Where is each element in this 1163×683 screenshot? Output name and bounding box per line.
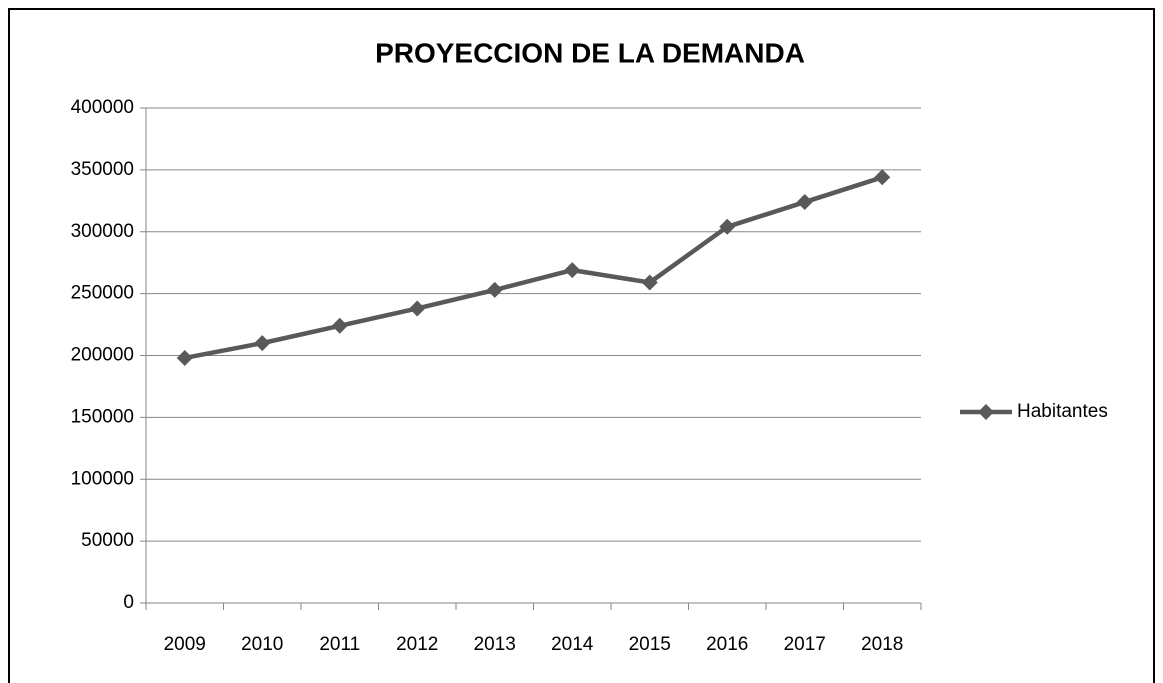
marker [564,262,581,279]
x-tick-label: 2017 [784,634,826,655]
y-tick-label: 50000 [81,530,134,551]
legend-label: Habitantes [1017,401,1108,422]
y-tick-label: 200000 [71,345,134,366]
x-tick-label: 2018 [861,634,903,655]
marker [176,349,193,366]
x-tick-label: 2014 [551,634,594,655]
marker [486,281,503,298]
y-tick-label: 300000 [71,221,134,242]
marker [331,317,348,334]
y-tick-label: 350000 [71,159,134,180]
x-tick-label: 2011 [319,634,360,655]
marker [254,335,271,352]
y-tick-label: 150000 [71,406,134,427]
x-tick-label: 2013 [474,634,516,655]
x-tick-label: 2015 [629,634,671,655]
x-tick-label: 2010 [241,634,283,655]
marker [409,300,426,317]
y-tick-label: 100000 [71,468,134,489]
chart-title: PROYECCION DE LA DEMANDA [375,37,805,68]
marker [719,218,736,235]
y-tick-label: 250000 [71,283,134,304]
marker [641,274,658,291]
x-tick-label: 2009 [164,634,206,655]
line [184,175,883,361]
x-tick-label: 2012 [396,634,438,655]
marker [874,169,891,186]
y-tick-label: 400000 [71,97,134,118]
chart-frame [8,8,1155,683]
y-tick-label: 0 [123,592,134,613]
x-tick-label: 2016 [706,634,748,655]
legend-marker [978,404,994,420]
marker [796,194,813,211]
